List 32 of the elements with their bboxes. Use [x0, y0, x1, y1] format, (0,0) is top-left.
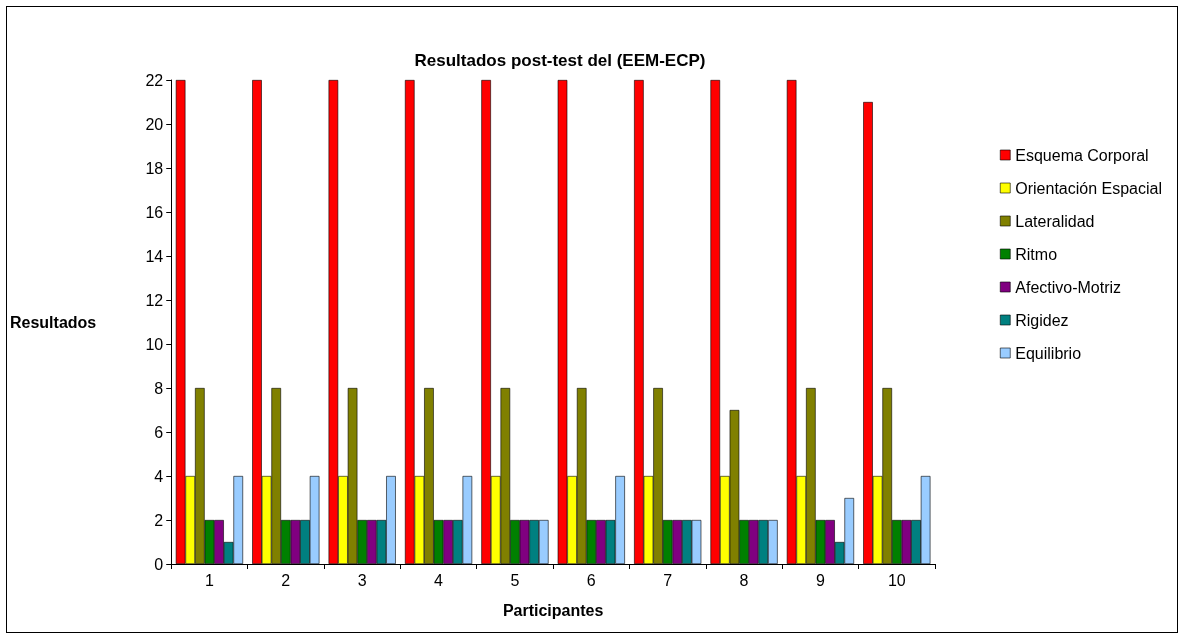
legend-label: Rigidez	[1015, 311, 1069, 329]
y-tick-label: 14	[145, 247, 164, 265]
y-axis-title: Resultados	[9, 313, 97, 331]
legend-label: Lateralidad	[1015, 212, 1095, 230]
y-tick-label: 10	[145, 335, 164, 353]
chart-title: Resultados post-test del (EEM-ECP)	[414, 51, 706, 70]
x-tick-label: 8	[739, 571, 749, 589]
x-axis-title: Participantes	[502, 601, 604, 619]
x-tick-label: 6	[586, 571, 596, 589]
legend-label: Afectivo-Motriz	[1015, 278, 1122, 296]
x-tick-label: 10	[887, 571, 906, 589]
x-tick-label: 1	[204, 571, 214, 589]
legend-label: Orientación Espacial	[1015, 179, 1163, 197]
legend-label: Esquema Corporal	[1015, 146, 1149, 164]
x-tick-label: 3	[357, 571, 367, 589]
y-tick-label: 16	[145, 203, 164, 221]
y-tick-label: 2	[154, 511, 164, 529]
y-tick-label: 0	[154, 555, 164, 573]
legend-label: Ritmo	[1015, 245, 1058, 263]
y-tick-label: 8	[154, 379, 164, 397]
y-tick-label: 20	[145, 115, 164, 133]
x-tick-label: 4	[434, 571, 444, 589]
y-tick-label: 18	[145, 159, 164, 177]
x-tick-label: 7	[663, 571, 673, 589]
x-tick-label: 5	[510, 571, 520, 589]
y-tick-label: 4	[154, 467, 164, 485]
x-tick-label: 2	[281, 571, 291, 589]
y-tick-label: 6	[154, 423, 164, 441]
x-tick-label: 9	[815, 571, 825, 589]
legend-label: Equilibrio	[1015, 344, 1082, 362]
y-tick-label: 22	[145, 71, 164, 89]
y-tick-label: 12	[145, 291, 164, 309]
